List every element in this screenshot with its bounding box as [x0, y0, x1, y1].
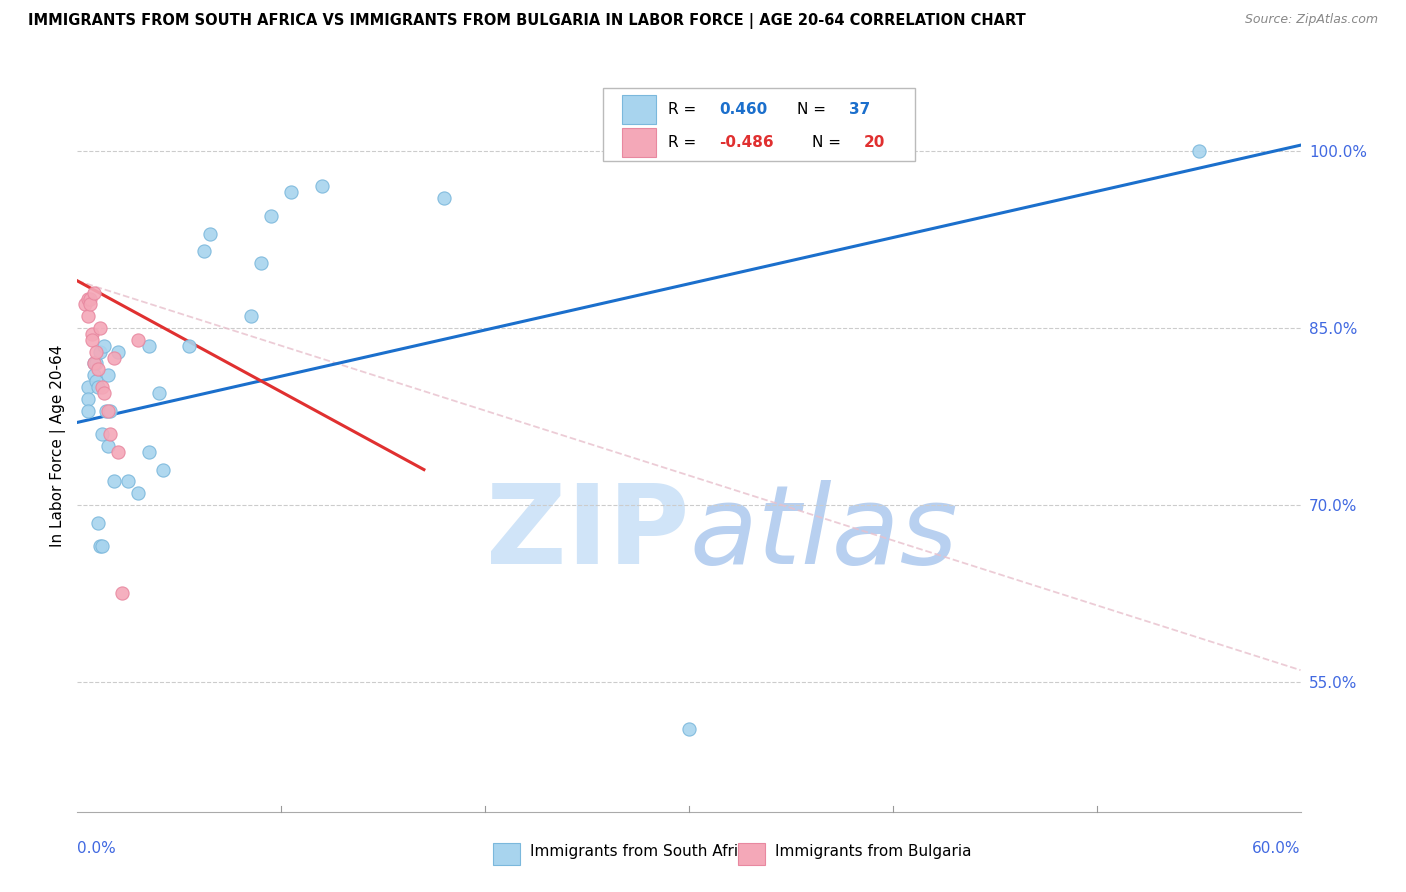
- Point: [76, 380, 98, 394]
- Point: [79, 292, 101, 306]
- Point: [84, 356, 107, 370]
- Point: [90, 427, 112, 442]
- Text: atlas: atlas: [689, 480, 957, 587]
- Point: [97, 439, 120, 453]
- Point: [80, 333, 103, 347]
- Point: [79, 297, 101, 311]
- Point: [97, 403, 120, 417]
- Point: [89, 539, 111, 553]
- FancyBboxPatch shape: [621, 95, 657, 124]
- Point: [138, 445, 160, 459]
- Text: 0.0%: 0.0%: [77, 841, 117, 856]
- Point: [83, 356, 105, 370]
- Point: [103, 475, 125, 489]
- Point: [83, 368, 105, 383]
- Point: [90, 539, 112, 553]
- Text: 37: 37: [849, 103, 870, 117]
- Point: [87, 516, 110, 530]
- Point: [678, 722, 700, 736]
- Point: [103, 351, 125, 365]
- Point: [148, 385, 170, 400]
- Text: Immigrants from South Africa: Immigrants from South Africa: [530, 845, 756, 860]
- Point: [83, 285, 105, 300]
- Text: R =: R =: [668, 135, 702, 150]
- Point: [76, 392, 98, 406]
- Text: 0.460: 0.460: [720, 103, 768, 117]
- Point: [179, 339, 201, 353]
- Point: [84, 344, 107, 359]
- Text: N =: N =: [813, 135, 846, 150]
- Point: [239, 310, 262, 324]
- Point: [111, 586, 134, 600]
- Point: [127, 333, 149, 347]
- FancyBboxPatch shape: [494, 843, 520, 865]
- Point: [87, 362, 110, 376]
- Point: [280, 186, 302, 200]
- Point: [93, 339, 115, 353]
- Text: 20: 20: [863, 135, 886, 150]
- Point: [94, 403, 117, 417]
- Text: ZIP: ZIP: [485, 480, 689, 587]
- Point: [76, 310, 98, 324]
- FancyBboxPatch shape: [738, 843, 765, 865]
- Point: [1187, 144, 1209, 158]
- Point: [193, 244, 215, 259]
- Text: 60.0%: 60.0%: [1253, 841, 1301, 856]
- Text: IMMIGRANTS FROM SOUTH AFRICA VS IMMIGRANTS FROM BULGARIA IN LABOR FORCE | AGE 20: IMMIGRANTS FROM SOUTH AFRICA VS IMMIGRAN…: [28, 13, 1026, 29]
- Point: [117, 475, 139, 489]
- Point: [127, 486, 149, 500]
- Point: [152, 462, 174, 476]
- Point: [98, 403, 121, 417]
- Point: [138, 339, 160, 353]
- Point: [87, 380, 110, 394]
- Point: [93, 385, 115, 400]
- Text: R =: R =: [668, 103, 702, 117]
- Point: [250, 256, 273, 270]
- Point: [97, 368, 120, 383]
- Point: [75, 297, 97, 311]
- Point: [107, 445, 129, 459]
- Point: [198, 227, 221, 241]
- Point: [89, 321, 111, 335]
- Point: [89, 344, 111, 359]
- FancyBboxPatch shape: [621, 128, 657, 157]
- Point: [84, 374, 107, 388]
- Point: [311, 179, 333, 194]
- Text: Immigrants from Bulgaria: Immigrants from Bulgaria: [775, 845, 972, 860]
- Point: [98, 427, 121, 442]
- Text: Source: ZipAtlas.com: Source: ZipAtlas.com: [1244, 13, 1378, 27]
- Y-axis label: In Labor Force | Age 20-64: In Labor Force | Age 20-64: [51, 345, 66, 547]
- Point: [80, 326, 103, 341]
- Point: [90, 380, 112, 394]
- FancyBboxPatch shape: [603, 87, 915, 161]
- Text: N =: N =: [797, 103, 831, 117]
- Point: [76, 292, 98, 306]
- Point: [83, 356, 105, 370]
- Point: [76, 403, 98, 417]
- Point: [433, 191, 456, 205]
- Point: [260, 209, 283, 223]
- Point: [107, 344, 129, 359]
- Text: -0.486: -0.486: [720, 135, 775, 150]
